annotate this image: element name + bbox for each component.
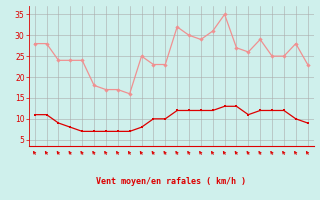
Text: Vent moyen/en rafales ( km/h ): Vent moyen/en rafales ( km/h ) (96, 178, 246, 186)
